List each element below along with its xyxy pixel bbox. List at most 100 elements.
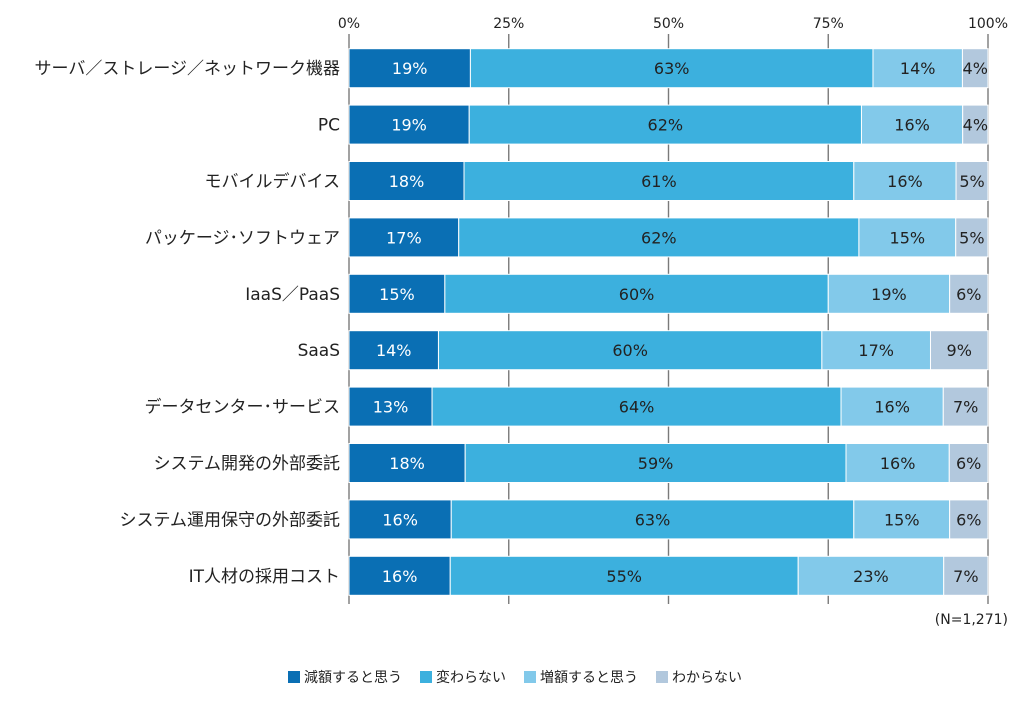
bar-segment	[464, 443, 847, 483]
data-label: 6%	[956, 285, 981, 304]
data-label: 16%	[880, 454, 916, 473]
bar-segment	[449, 555, 799, 596]
bar-segment	[853, 161, 957, 201]
data-label: 15%	[884, 510, 920, 529]
data-label: 4%	[963, 59, 988, 78]
x-tick-label: 0%	[338, 16, 360, 32]
data-label: 14%	[900, 59, 936, 78]
category-label: パッケージ･ソフトウェア	[145, 228, 340, 248]
data-label: 63%	[654, 59, 690, 78]
data-label: 7%	[953, 567, 978, 586]
data-label: 6%	[956, 510, 981, 529]
bar-segment	[469, 48, 874, 89]
bar-segment	[943, 555, 989, 596]
x-tick-label: 75%	[813, 16, 844, 32]
data-label: 18%	[389, 454, 425, 473]
bar-segment	[942, 386, 989, 427]
data-label: 19%	[392, 59, 428, 78]
bar-segment	[431, 386, 842, 427]
data-label: 16%	[382, 567, 418, 586]
bar-segment	[348, 330, 439, 371]
bar-segment	[955, 217, 989, 258]
bar-segment	[840, 386, 944, 427]
legend-swatch	[288, 671, 300, 683]
legend-item: 増額すると思う	[524, 667, 638, 687]
bar-segment	[797, 555, 945, 596]
data-label: 23%	[853, 567, 889, 586]
data-label: 59%	[638, 454, 674, 473]
legend-item: わからない	[656, 667, 742, 687]
x-tick-label: 100%	[968, 16, 1008, 32]
x-tick-label: 25%	[493, 16, 524, 32]
category-label: システム開発の外部委託	[154, 454, 341, 474]
data-label: 17%	[858, 341, 894, 360]
data-label: 7%	[953, 398, 978, 417]
data-label: 63%	[635, 510, 671, 529]
category-label: IT人材の採用コスト	[189, 567, 340, 587]
data-label: 14%	[376, 341, 412, 360]
bar-segment	[348, 386, 433, 427]
category-label: サーバ／ストレージ／ネットワーク機器	[35, 59, 341, 79]
data-label: 13%	[373, 398, 409, 417]
bar-segment	[949, 499, 989, 540]
data-label: 18%	[389, 172, 425, 191]
bar-segment	[929, 330, 989, 371]
legend-label: 変わらない	[436, 670, 506, 686]
legend-swatch	[524, 671, 536, 683]
data-label: 19%	[391, 116, 427, 135]
stacked-bar-chart: 0% 25% 50% 75% 100% サーバ／ストレージ／ネットワーク機器 19% 63% 1…	[35, 16, 1008, 604]
bar-segment	[348, 217, 460, 258]
bar-segment	[860, 104, 964, 145]
legend-swatch	[420, 671, 432, 683]
legend-item: 変わらない	[420, 667, 506, 687]
category-label: データセンター･サービス	[145, 397, 341, 418]
bar-segment	[348, 161, 465, 201]
bar-segment	[348, 48, 471, 89]
legend-item: 減額すると思う	[288, 667, 402, 687]
bar-segment	[348, 443, 466, 483]
data-label: 61%	[641, 172, 677, 191]
data-label: 5%	[959, 172, 984, 191]
data-label: 62%	[641, 228, 677, 247]
legend-swatch	[656, 671, 668, 683]
data-label: 64%	[619, 398, 655, 417]
legend-label: わからない	[672, 670, 742, 686]
bar-segment	[853, 499, 951, 540]
bar-segment	[948, 443, 989, 483]
data-label: 16%	[382, 510, 418, 529]
data-label: 9%	[947, 341, 972, 360]
bar-segment	[962, 104, 989, 145]
bar-segment	[955, 161, 989, 201]
data-label: 16%	[874, 398, 910, 417]
bar-segment	[468, 104, 862, 145]
data-label: 16%	[887, 172, 923, 191]
bar-segment	[821, 330, 931, 371]
data-label: 17%	[386, 228, 422, 247]
bar-segment	[437, 330, 823, 371]
bar-segment	[961, 48, 989, 89]
data-label: 19%	[871, 285, 907, 304]
bar-segment	[348, 104, 470, 145]
data-label: 60%	[612, 341, 648, 360]
category-label: IaaS／PaaS	[245, 285, 340, 305]
bar-segment	[827, 273, 951, 314]
sample-size-note: (N=1,271)	[934, 612, 1008, 628]
legend-label: 増額すると思う	[540, 670, 638, 686]
data-label: 62%	[648, 116, 684, 135]
category-label: モバイルデバイス	[205, 171, 341, 192]
bar-segment	[348, 273, 446, 314]
bar-segment	[949, 273, 989, 314]
data-label: 16%	[894, 116, 930, 135]
data-label: 55%	[606, 567, 642, 586]
bar-segment	[450, 499, 855, 540]
data-label: 15%	[379, 285, 415, 304]
category-label: SaaS	[298, 341, 340, 361]
bar-segment	[858, 217, 957, 258]
x-tick-label: 50%	[653, 16, 684, 32]
legend: 減額すると思う 変わらない 増額すると思う わからない	[0, 667, 1030, 687]
data-label: 15%	[890, 228, 926, 247]
bar-segment	[872, 48, 963, 89]
data-label: 5%	[959, 228, 984, 247]
data-label: 6%	[956, 454, 981, 473]
